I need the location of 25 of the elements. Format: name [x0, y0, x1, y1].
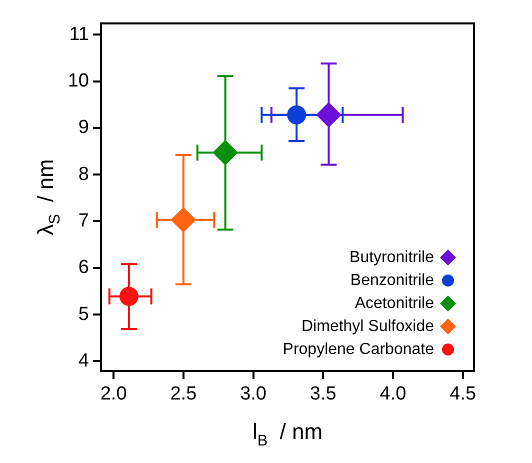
point [119, 286, 138, 306]
legend-label: Propylene Carbonate [282, 340, 434, 358]
y-tick-label: 6 [78, 257, 89, 278]
x-tick-label: 2.0 [100, 384, 127, 405]
x-tick-label: 4.0 [380, 384, 406, 405]
x-tick-label: 4.5 [450, 384, 476, 405]
y-tick-label: 7 [78, 210, 89, 232]
x-tick-label: 3.5 [310, 384, 336, 405]
point [316, 102, 342, 128]
y-axis-title: λS / nm [33, 159, 64, 236]
point [287, 105, 306, 124]
legend-label: Dimethyl Sulfoxide [302, 318, 434, 335]
legend-label: Benzonitrile [350, 272, 434, 289]
y-tick-label: 11 [69, 24, 89, 45]
x-tick-label: 3.0 [240, 384, 266, 405]
y-tick-label: 8 [78, 164, 89, 185]
legend-label: Butyronitrile [350, 248, 434, 266]
point [212, 140, 238, 166]
y-tick-label: 4 [78, 350, 90, 372]
point [170, 207, 196, 232]
y-tick-label: 10 [68, 70, 89, 92]
legend-label: Acetonitrile [354, 294, 434, 312]
y-tick-label: 9 [78, 117, 89, 138]
y-tick-label: 5 [78, 304, 89, 325]
x-tick-label: 2.5 [170, 384, 197, 405]
